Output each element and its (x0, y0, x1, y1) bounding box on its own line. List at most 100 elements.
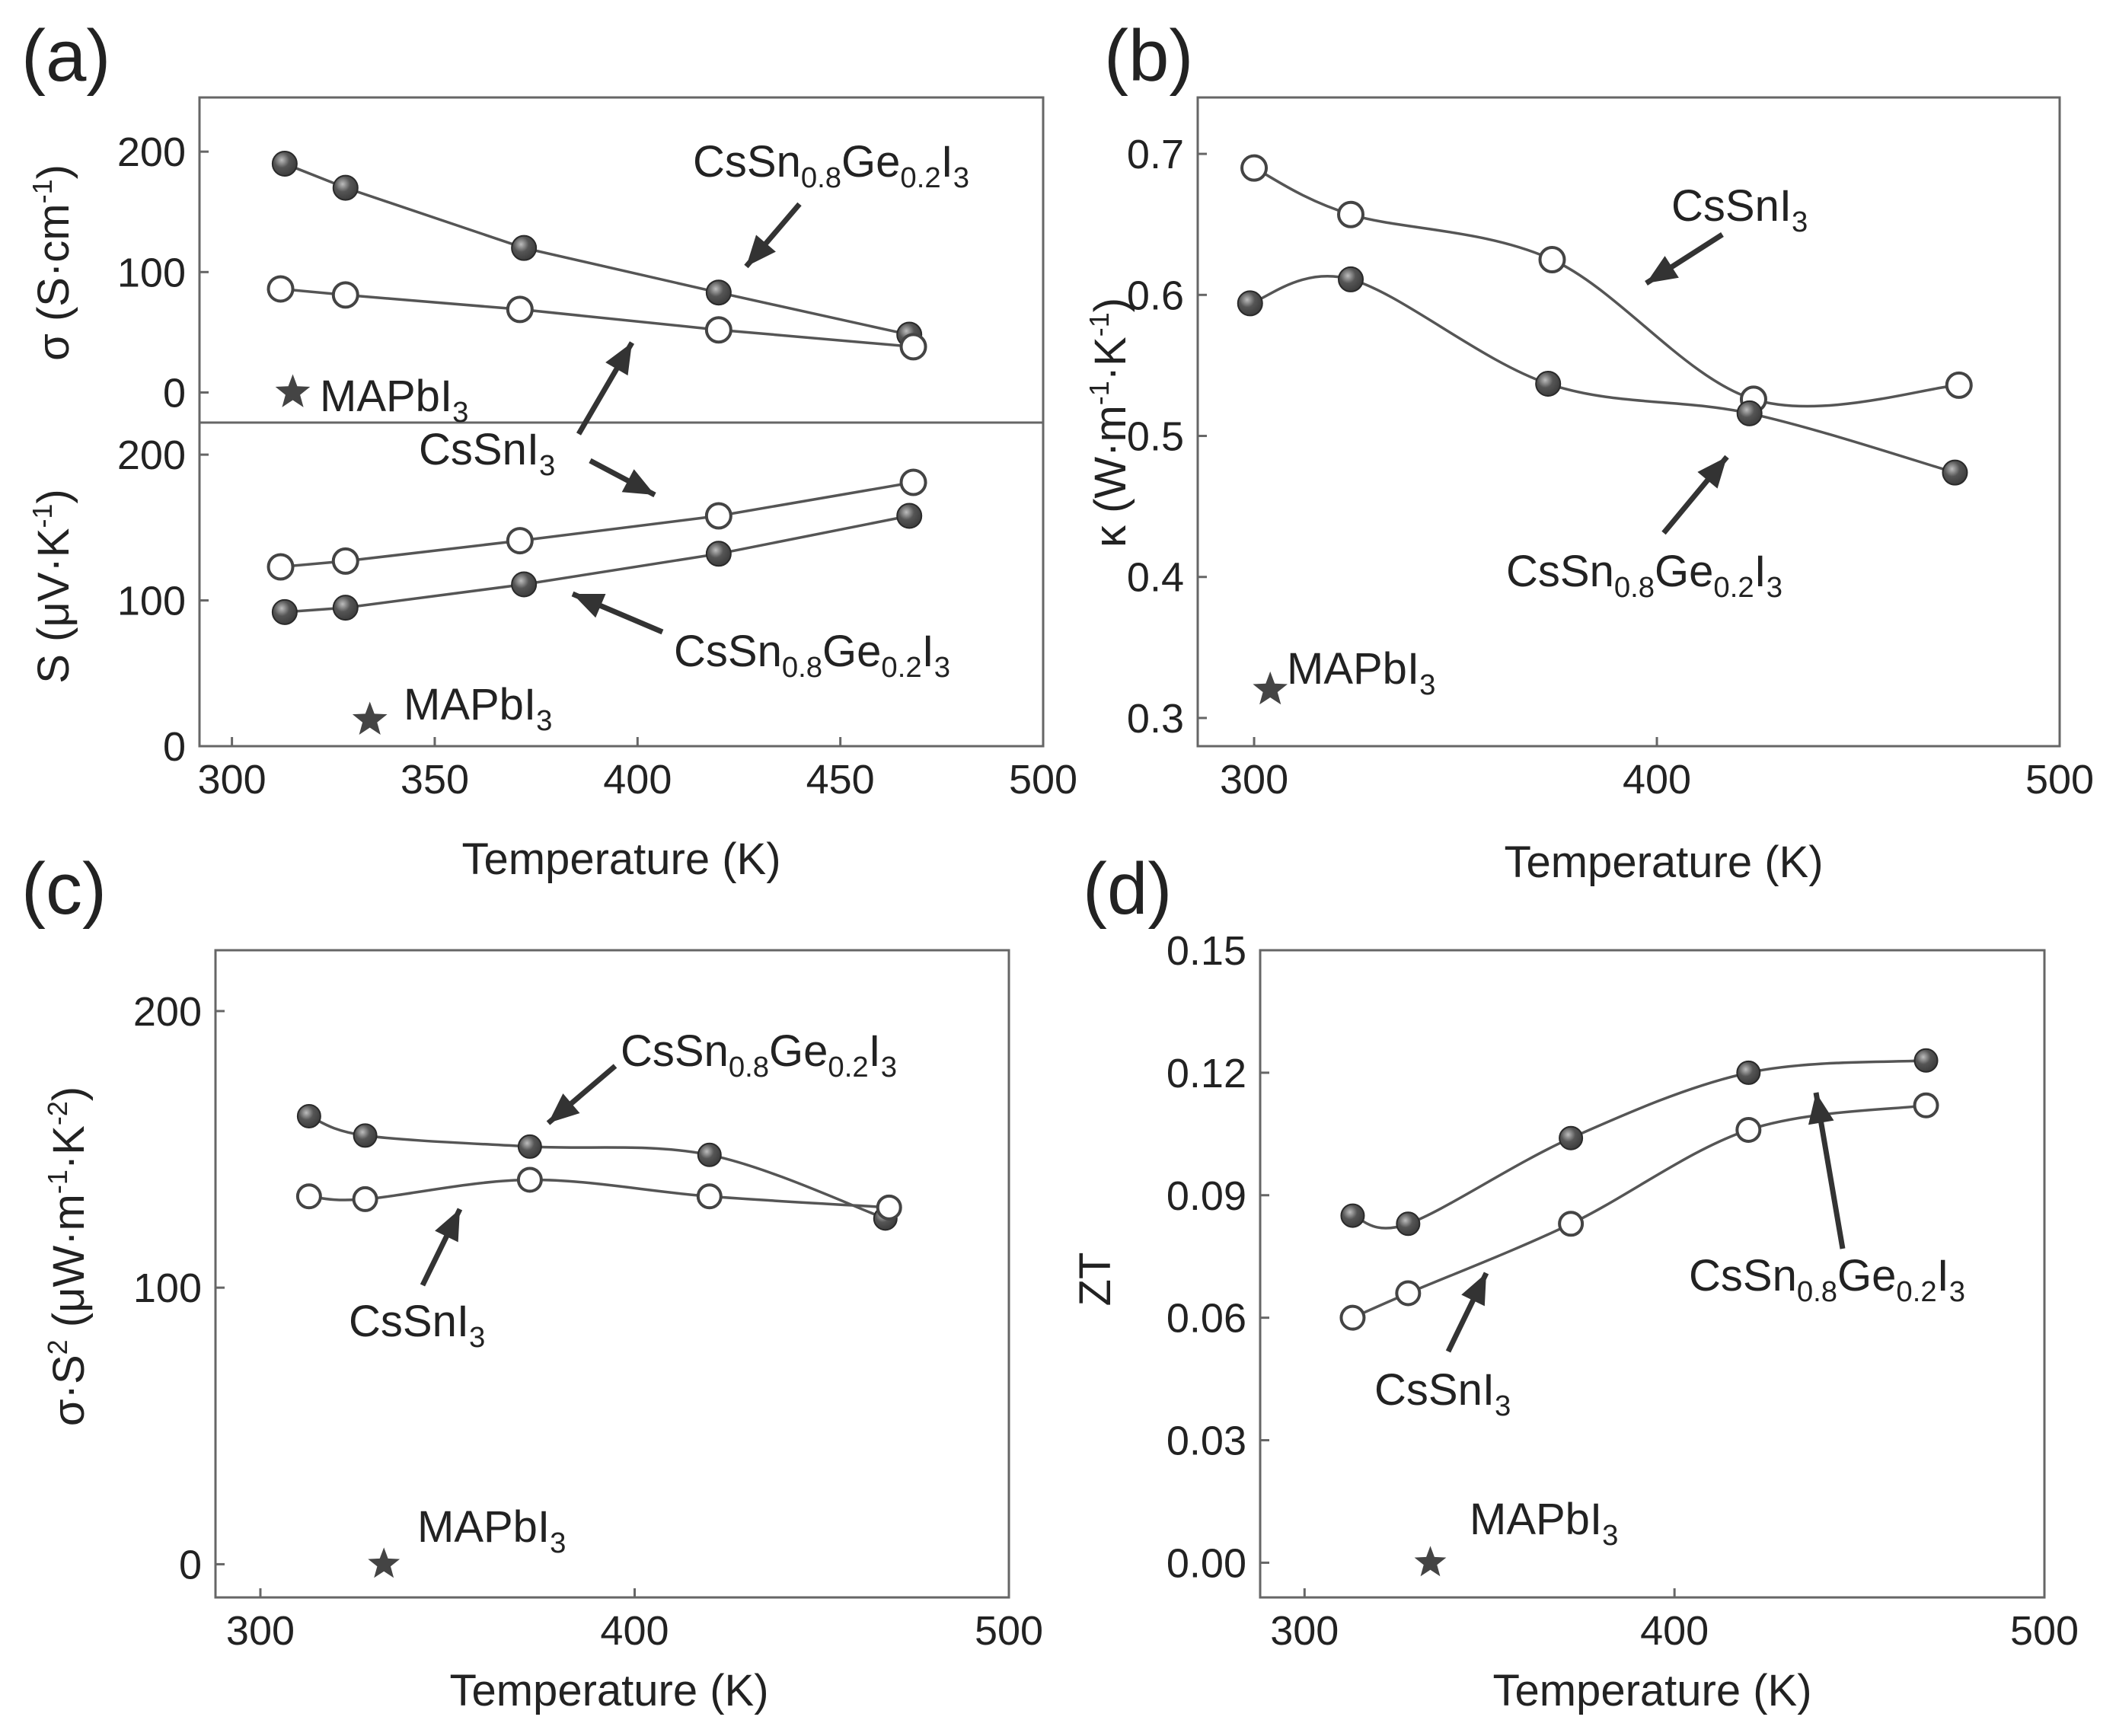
panel-d-ytick-label-1: 0.03 (1167, 1418, 1246, 1464)
panel-d-arrow-ge-head (1808, 1093, 1834, 1125)
panel-a-label-sn: CsSnI3 (419, 425, 555, 482)
panel-c-series-1-point-2 (516, 1166, 543, 1193)
panel-b-xtick-label-1: 400 (1623, 757, 1691, 803)
panel-c-series-2-point-0 (368, 1547, 401, 1578)
panel-a-bottom-ytick-label-2: 200 (117, 432, 186, 478)
panel-a-top-series-0-point-2 (511, 235, 538, 261)
panel-d-xtick-label-0: 300 (1270, 1608, 1339, 1654)
panel-c-series-1-point-4 (876, 1194, 902, 1221)
panel-d-ylabel: ZT (1071, 1253, 1120, 1307)
panel-d-label-sn: CsSnI3 (1374, 1365, 1511, 1422)
panel-a-bottom-series-0-point-3 (705, 541, 732, 567)
panel-c-ylabel: σ·S2 (μW·m-1·K-2) (42, 1087, 94, 1426)
panel-a-top-series-1-line (280, 287, 914, 349)
panel-c-label-sn: CsSnI3 (349, 1297, 485, 1354)
panel-d-series-1-point-1 (1395, 1280, 1422, 1307)
panel-d-xtick-label-2: 500 (2010, 1608, 2079, 1654)
panel-d-frame (1259, 949, 2046, 1599)
panel-a-top-series-0-point-3 (705, 279, 732, 306)
panel-a-label-ge-top: CsSn0.8Ge0.2I3 (693, 137, 969, 194)
panel-a-top-series-1-point-4 (899, 333, 927, 361)
panel-d-ytick-label-4: 0.12 (1167, 1051, 1246, 1096)
panel-d-series-1-point-0 (1339, 1304, 1366, 1331)
panel-b-arrow-ge-head (1697, 457, 1727, 489)
panel-b-series-1-point-1 (1338, 266, 1364, 292)
panel-a-top-series-0-point-0 (271, 150, 298, 177)
panel-c-xtick-label-1: 400 (600, 1608, 669, 1654)
panel-c-ytick-label-1: 100 (133, 1265, 202, 1311)
panel-a-bottom-series-0-point-4 (896, 503, 923, 529)
panel-b-label-ge: CsSn0.8Ge0.2I3 (1506, 547, 1782, 604)
panel-c-series-0-point-0 (296, 1103, 321, 1128)
panel-c-series-0-point-3 (697, 1142, 722, 1167)
panel-a-top-ytick-label-0: 0 (163, 370, 186, 416)
panel-a-bottom-ytick-label-1: 100 (117, 579, 186, 624)
panel-d-series-1-point-3 (1735, 1116, 1762, 1143)
panel-a-top-ytick-label-1: 100 (117, 250, 186, 295)
panel-c-label-ma: MAPbI3 (417, 1502, 566, 1559)
panel-letter-b: (b) (1104, 15, 1193, 97)
panel-a-top-series-1-point-0 (266, 275, 295, 303)
panel-a-top-series-2-point-0 (275, 374, 311, 407)
panel-b-xlabel: Temperature (K) (1504, 838, 1823, 887)
panel-c-series-1-point-0 (295, 1183, 322, 1210)
panel-b-series-1-point-3 (1736, 400, 1763, 426)
panel-b: 300 400 500 0.3 0.4 0.5 0.6 0.7 Temperature (K) κ… (1084, 96, 2094, 887)
panel-a-bottom-xtick-label-3: 450 (806, 757, 875, 803)
panel-a-bottom-xtick-label-4: 500 (1009, 757, 1077, 803)
panel-c-series-1-point-3 (696, 1183, 723, 1210)
panel-a: 0 100 200 300 350 400 450 500 0 100 200 Temperature… (27, 96, 1077, 884)
panel-letter-a: (a) (21, 15, 110, 97)
panel-b-ytick-label-4: 0.7 (1127, 132, 1184, 177)
panel-a-top-ylabel: σ (S·cm-1) (27, 164, 78, 361)
panel-b-series-1-line (1249, 275, 1955, 474)
panel-b-ylabel: κ (W·m-1·K-1) (1084, 298, 1135, 547)
panel-c-xtick-label-2: 500 (975, 1608, 1043, 1654)
panel-d-label-ma: MAPbI3 (1470, 1495, 1618, 1552)
panel-c-arrow-sn-head (435, 1209, 460, 1243)
panel-b-ytick-label-0: 0.3 (1127, 696, 1184, 742)
panel-letter-c: (c) (21, 848, 107, 930)
panel-b-series-2-point-0 (1253, 671, 1288, 705)
panel-a-bottom-series-0-point-0 (271, 598, 298, 625)
panel-d-label-ge: CsSn0.8Ge0.2I3 (1689, 1251, 1965, 1308)
panel-b-ytick-label-1: 0.4 (1127, 555, 1184, 601)
panel-a-bottom-series-0-point-2 (511, 571, 538, 598)
panel-b-series-0-point-1 (1337, 200, 1365, 228)
panel-d-arrow-sn-head (1461, 1273, 1486, 1307)
panel-a-bottom-xtick-label-0: 300 (198, 757, 266, 803)
panel-d-xlabel: Temperature (K) (1492, 1666, 1811, 1715)
panel-d-series-1-point-4 (1913, 1092, 1939, 1119)
panel-a-bottom-series-1-point-3 (704, 502, 732, 530)
panel-c-arrow-ge-head (548, 1093, 580, 1123)
panel-a-top-series-1-point-1 (331, 281, 359, 309)
panel-a-label-ma-bottom: MAPbI3 (404, 680, 552, 737)
panel-d: 300 400 500 0.00 0.03 0.06 0.09 0.12 0.15 Tempera… (1071, 928, 2079, 1715)
panel-a-arrow-sn-down-head (621, 469, 655, 495)
panel-a-top-series-1-point-2 (506, 295, 534, 324)
panel-b-series-1-point-0 (1237, 290, 1263, 317)
panel-a-arrow-sn-up-head (605, 343, 632, 376)
panel-a-bottom-series-1-point-4 (899, 468, 927, 496)
panel-b-series-0-point-2 (1538, 246, 1566, 273)
panel-a-bottom-xtick-label-1: 350 (401, 757, 469, 803)
panel-a-bottom-xtick-label-2: 400 (603, 757, 672, 803)
panel-b-ytick-label-3: 0.6 (1127, 273, 1184, 318)
panel-d-series-0-line (1352, 1059, 1926, 1230)
panel-a-bottom-series-1-point-0 (266, 553, 295, 581)
panel-a-bottom-ytick-label-0: 0 (163, 724, 186, 770)
panel-a-bottom-series-1-point-1 (331, 547, 359, 575)
panel-d-ytick-label-0: 0.00 (1167, 1540, 1246, 1586)
panel-b-series-1-point-2 (1535, 370, 1562, 397)
panel-d-series-0-point-0 (1340, 1203, 1365, 1228)
panel-c-series-1-point-1 (352, 1186, 378, 1212)
panel-b-series-1-point-4 (1942, 459, 1968, 486)
panel-b-label-sn: CsSnI3 (1671, 181, 1808, 238)
panel-c-frame (214, 949, 1010, 1599)
panel-d-series-0-point-4 (1913, 1048, 1939, 1073)
panel-b-arrow-sn-head (1646, 256, 1679, 283)
panel-a-bottom-series-0-point-1 (332, 595, 359, 621)
panel-d-ytick-label-3: 0.09 (1167, 1173, 1246, 1219)
panel-b-series-0-point-4 (1945, 371, 1973, 399)
